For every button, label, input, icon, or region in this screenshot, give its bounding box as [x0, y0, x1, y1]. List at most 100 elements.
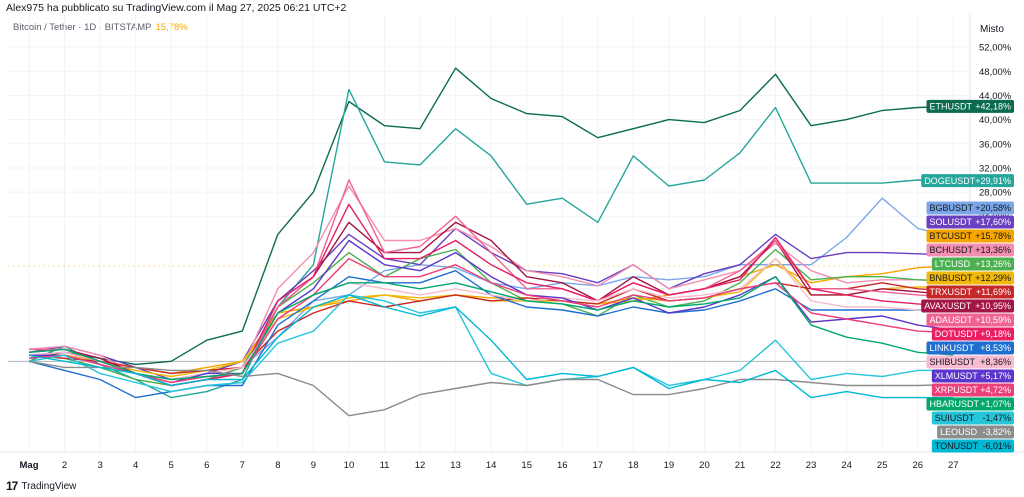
- value-tag-value: +29,91%: [975, 176, 1011, 186]
- value-tag-tonusdt: [931, 439, 1014, 453]
- x-tick-label: 5: [169, 460, 174, 471]
- x-tick-label: 13: [450, 460, 461, 471]
- value-tag-name: XRPUSDT: [935, 385, 979, 395]
- value-tag-name: LEOUSD: [940, 427, 978, 437]
- series-line-dogeusdt: [28, 88, 954, 399]
- value-tag-name: BNBUSDT: [930, 273, 974, 283]
- value-tag-leousd: [937, 425, 1014, 439]
- x-tick-label: 12: [415, 460, 426, 471]
- y-tick-label: 40,00%: [979, 115, 1012, 126]
- value-tag-xrpusdt: [931, 383, 1014, 397]
- x-tick-label: 2: [62, 460, 67, 471]
- value-tag-value: -3,82%: [982, 427, 1011, 437]
- value-tag-dogeusdt: [921, 174, 1014, 188]
- x-tick-label: 16: [557, 460, 568, 471]
- series-line-ethusdt: [28, 67, 954, 366]
- series-line-hbarusdt: [28, 276, 954, 381]
- value-tag-trxusdt: [926, 285, 1014, 299]
- tradingview-brand: TradingView: [21, 480, 77, 492]
- value-tag-value: +17,60%: [975, 217, 1011, 227]
- value-tag-name: LTCUSD: [935, 259, 971, 269]
- value-tag-name: TRXUSDT: [930, 287, 973, 297]
- value-tag-name: ETHUSDT: [930, 102, 973, 112]
- value-tag-suiusdt: [931, 411, 1014, 425]
- x-tick-label: 24: [841, 460, 852, 471]
- y-tick-label: 48,00%: [979, 67, 1012, 78]
- series-line-leousd: [28, 360, 954, 417]
- value-tag-value: +13,26%: [975, 259, 1011, 269]
- value-tag-name: BGBUSDT: [930, 203, 974, 213]
- value-tag-value: +15,78%: [975, 231, 1011, 241]
- value-tag-name: LINKUSDT: [930, 343, 975, 353]
- value-tag-bnbusdt: [926, 271, 1014, 285]
- value-tag-bchusdt: [926, 243, 1014, 257]
- x-tick-label: 14: [486, 460, 497, 471]
- value-tag-value: +8,36%: [980, 357, 1011, 367]
- y-tick-label: 36,00%: [979, 139, 1012, 150]
- x-tick-label: 10: [344, 460, 355, 471]
- value-tag-avaxusdt: [921, 299, 1014, 313]
- value-tag-value: +20,58%: [975, 203, 1011, 213]
- x-tick-label: 7: [240, 460, 245, 471]
- series-line-xlmusdt: [29, 239, 954, 384]
- value-tag-linkusdt: [926, 341, 1014, 355]
- x-tick-label: 25: [877, 460, 888, 471]
- value-tag-value: +13,36%: [975, 245, 1011, 255]
- value-tag-hbarusdt: [926, 397, 1014, 411]
- x-tick-label: 27: [948, 460, 959, 471]
- value-tag-btcusdt: [926, 229, 1014, 243]
- value-tag-name: TONUSDT: [935, 441, 979, 451]
- x-tick-label: 4: [133, 460, 138, 471]
- value-tag-bgbusdt: [926, 201, 1014, 215]
- value-tag-value: +42,18%: [975, 102, 1011, 112]
- x-tick-label: 8: [275, 460, 280, 471]
- value-tag-xlmusdt: [931, 369, 1014, 383]
- value-tag-value: +11,69%: [976, 287, 1011, 297]
- tradingview-logo-icon: 17: [6, 479, 18, 493]
- x-tick-label: 3: [97, 460, 102, 471]
- value-tag-ltcusd: [931, 257, 1014, 271]
- value-tag-dotusdt: [931, 327, 1014, 341]
- x-tick-label: 11: [380, 460, 390, 471]
- price-axis-mode[interactable]: Misto: [980, 24, 1004, 35]
- value-tag-value: -1,47%: [982, 413, 1011, 423]
- x-tick-label: 9: [311, 460, 316, 471]
- series-line-shibusdt: [28, 257, 954, 381]
- value-tag-name: ADAUSDT: [930, 315, 974, 325]
- value-tag-ethusdt: [926, 99, 1014, 113]
- value-tag-name: DOTUSDT: [935, 329, 979, 339]
- x-tick-label: 22: [770, 460, 781, 471]
- x-tick-label: 15: [521, 460, 532, 471]
- x-tick-label: 17: [593, 460, 604, 471]
- value-tag-value: +5,17%: [980, 371, 1011, 381]
- value-tag-name: SUIUSDT: [935, 413, 975, 423]
- x-tick-label: 26: [912, 460, 923, 471]
- y-tick-label: 28,00%: [979, 188, 1012, 199]
- value-tag-value: +10,59%: [975, 315, 1011, 325]
- value-tag-solusdt: [926, 215, 1014, 229]
- symbol-label: Bitcoin / Tether · 1D · BITSTAMP: [13, 22, 152, 33]
- value-tag-value: -6,01%: [982, 441, 1011, 451]
- y-tick-label: 52,00%: [979, 43, 1012, 54]
- tradingview-footer: 17 TradingView: [6, 479, 76, 493]
- x-tick-label: Mag: [20, 460, 39, 471]
- value-tag-name: AVAXUSDT: [924, 301, 972, 311]
- x-tick-label: 20: [699, 460, 710, 471]
- value-tag-value: +8,53%: [980, 343, 1011, 353]
- series-line-xrpusdt: [28, 257, 954, 384]
- value-tag-value: +9,18%: [980, 329, 1011, 339]
- value-tag-name: XLMUSDT: [935, 371, 979, 381]
- value-tag-value: +4,72%: [980, 385, 1011, 395]
- value-tag-name: SHIBUSDT: [930, 357, 976, 367]
- x-tick-label: 21: [735, 460, 746, 471]
- value-tag-adausdt: [926, 313, 1014, 327]
- x-tick-label: 18: [628, 460, 639, 471]
- value-tag-name: HBARUSDT: [930, 399, 980, 409]
- value-tag-value: +1,07%: [980, 399, 1011, 409]
- value-tag-name: BTCUSDT: [930, 231, 973, 241]
- y-tick-label: 32,00%: [979, 163, 1012, 174]
- value-tag-shibusdt: [926, 355, 1014, 369]
- value-tag-name: DOGEUSDT: [924, 176, 976, 186]
- value-tag-value: +10,95%: [975, 301, 1011, 311]
